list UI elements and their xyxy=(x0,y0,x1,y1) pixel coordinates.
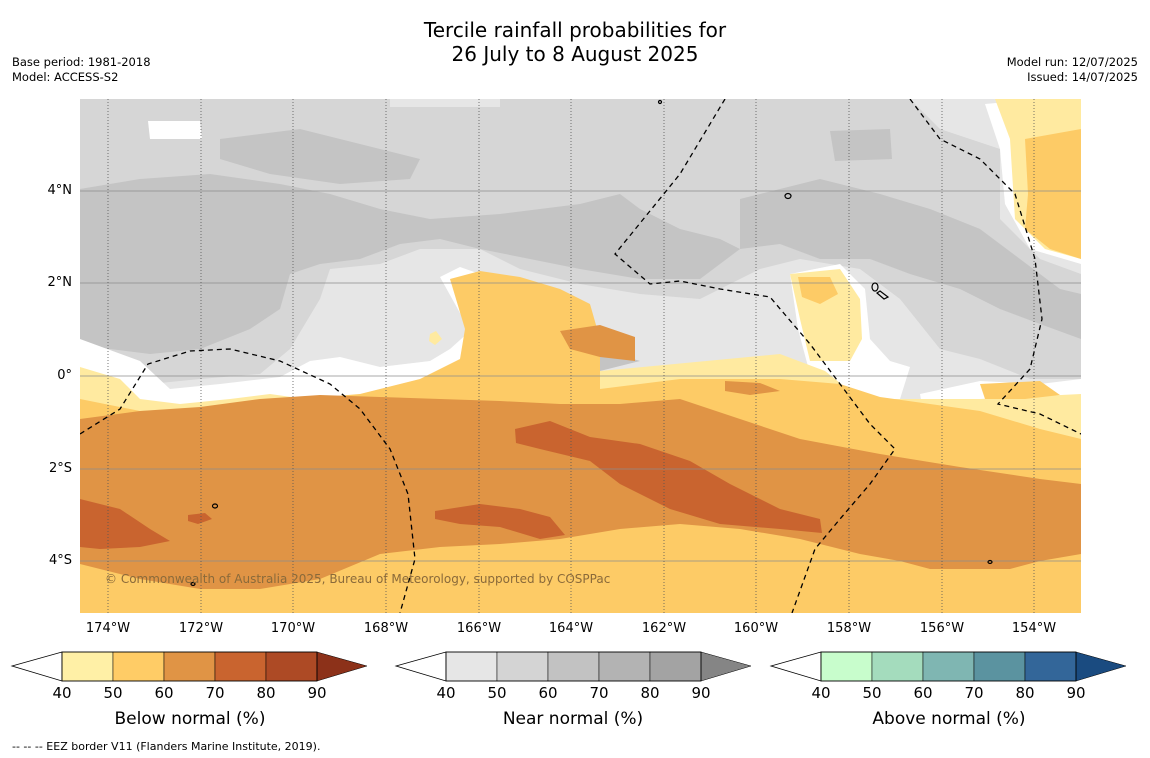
colorbar-near-normal-seg-50-60 xyxy=(496,651,549,682)
cb-near-tick: 90 xyxy=(691,684,711,702)
lon-label-174w: 174°W xyxy=(85,621,131,636)
colorbar-above-normal-high-arrow xyxy=(1075,651,1127,682)
cb-below-tick: 90 xyxy=(307,684,327,702)
colorbar-near-normal-seg-60-70 xyxy=(547,651,600,682)
lon-label-162w: 162°W xyxy=(641,621,687,636)
cb-above-tick: 80 xyxy=(1015,684,1035,702)
meta-left: Base period: 1981-2018 Model: ACCESS-S2 xyxy=(12,55,151,85)
lon-label-158w: 158°W xyxy=(826,621,872,636)
meta-right: Model run: 12/07/2025 Issued: 14/07/2025 xyxy=(1007,55,1138,85)
near-normal-70-region xyxy=(830,129,892,161)
colorbar-above-normal-seg-50-60 xyxy=(871,651,924,682)
cb-above-tick: 60 xyxy=(913,684,933,702)
colorbar-below-normal-seg-40-50 xyxy=(61,651,114,682)
colorbar-near-normal-segments xyxy=(445,651,702,682)
copyright-notice: © Commonwealth of Australia 2025, Bureau… xyxy=(105,572,611,586)
below-normal-50-region xyxy=(798,277,838,304)
map-title: Tercile rainfall probabilities for 26 Ju… xyxy=(0,18,1150,66)
cb-near-tick: 60 xyxy=(538,684,558,702)
lon-label-164w: 164°W xyxy=(548,621,594,636)
eez-footnote: -- -- -- EEZ border V11 (Flanders Marine… xyxy=(12,740,321,753)
islands xyxy=(190,99,993,587)
near-normal-70-region xyxy=(220,129,420,184)
below-normal-50-region xyxy=(1025,129,1081,259)
cb-near-tick: 70 xyxy=(589,684,609,702)
cb-below-tick: 70 xyxy=(205,684,225,702)
issued-text: Issued: 14/07/2025 xyxy=(1027,70,1138,84)
cb-below-title: Below normal (%) xyxy=(114,709,266,729)
colorbar-above-normal-seg-80-90 xyxy=(1024,651,1077,682)
below-normal-60-region xyxy=(725,381,780,395)
below-normal-60-region xyxy=(80,395,1081,589)
lat-label-2s: 2°S xyxy=(48,461,72,476)
colorbar-near-normal-seg-80-90 xyxy=(649,651,702,682)
cb-below-tick: 60 xyxy=(154,684,174,702)
lat-label-2n: 2°N xyxy=(47,275,73,290)
cb-above-tick: 50 xyxy=(862,684,882,702)
colorbar-near-normal-low-arrow xyxy=(394,651,447,682)
cb-above-title: Above normal (%) xyxy=(872,709,1026,729)
lon-label-168w: 168°W xyxy=(363,621,409,636)
lon-label-166w: 166°W xyxy=(456,621,502,636)
below-normal-50-region xyxy=(980,381,1060,399)
cb-near-title: Near normal (%) xyxy=(502,709,644,729)
lon-label-172w: 172°W xyxy=(178,621,224,636)
colorbar-below-normal xyxy=(10,651,368,682)
colorbar-below-normal-segments xyxy=(61,651,318,682)
model-text: Model: ACCESS-S2 xyxy=(12,70,119,84)
colorbar-near-normal-high-arrow xyxy=(700,651,752,682)
colorbar-below-normal-seg-50-60 xyxy=(112,651,165,682)
colorbar-near-normal-seg-70-80 xyxy=(598,651,651,682)
colorbar-above-normal-seg-60-70 xyxy=(922,651,975,682)
colorbar-above-normal-outline xyxy=(820,651,1077,682)
cb-near-tick: 50 xyxy=(487,684,507,702)
colorbar-near-normal-seg-40-50 xyxy=(445,651,498,682)
cb-near-tick: 40 xyxy=(436,684,456,702)
base-period-text: Base period: 1981-2018 xyxy=(12,55,151,69)
colorbar-below-normal-outline xyxy=(61,651,318,682)
probability-map[interactable]: © Commonwealth of Australia 2025, Bureau… xyxy=(80,99,1081,613)
colorbar-below-normal-seg-80-90 xyxy=(265,651,318,682)
lat-label-4n: 4°N xyxy=(47,183,73,198)
lon-label-156w: 156°W xyxy=(919,621,965,636)
map-canvas xyxy=(80,99,1081,613)
cb-below-tick: 50 xyxy=(103,684,123,702)
lat-label-4s: 4°S xyxy=(48,553,72,568)
lon-label-160w: 160°W xyxy=(733,621,779,636)
colorbar-above-normal-seg-40-50 xyxy=(820,651,873,682)
cb-above-tick: 40 xyxy=(811,684,831,702)
lon-label-154w: 154°W xyxy=(1011,621,1057,636)
near-normal-70-region xyxy=(80,174,1081,354)
below-normal-70-region xyxy=(188,513,212,524)
colorbar-below-normal-seg-60-70 xyxy=(163,651,216,682)
colorbar-near-normal-outline xyxy=(445,651,702,682)
below-normal-60-region xyxy=(560,325,635,361)
title-line-1: Tercile rainfall probabilities for xyxy=(423,18,727,42)
colorbar-above-normal-segments xyxy=(820,651,1077,682)
cb-near-tick: 80 xyxy=(640,684,660,702)
cb-below-tick: 40 xyxy=(52,684,72,702)
below-normal-70-region xyxy=(80,499,170,549)
eez-border xyxy=(80,99,1081,613)
colorbar-above-normal-seg-70-80 xyxy=(973,651,1026,682)
cb-below-tick: 80 xyxy=(256,684,276,702)
colorbar-above-normal-low-arrow xyxy=(769,651,822,682)
model-run-text: Model run: 12/07/2025 xyxy=(1006,55,1138,69)
colorbar-below-normal-high-arrow xyxy=(316,651,368,682)
below-normal-70-region xyxy=(515,421,822,533)
lon-label-170w: 170°W xyxy=(270,621,316,636)
colorbar-below-normal-seg-70-80 xyxy=(214,651,267,682)
no-signal-region xyxy=(148,121,202,139)
cb-above-tick: 70 xyxy=(964,684,984,702)
below-normal-70-region xyxy=(435,504,565,539)
colorbar-below-normal-low-arrow xyxy=(10,651,63,682)
colorbar-near-normal xyxy=(394,651,752,682)
lat-label-equator: 0° xyxy=(57,368,72,383)
cb-above-tick: 90 xyxy=(1066,684,1086,702)
title-line-2: 26 July to 8 August 2025 xyxy=(451,42,699,66)
below-normal-40-region xyxy=(429,331,442,345)
colorbar-above-normal xyxy=(769,651,1127,682)
latitude-gridlines xyxy=(80,190,1081,562)
